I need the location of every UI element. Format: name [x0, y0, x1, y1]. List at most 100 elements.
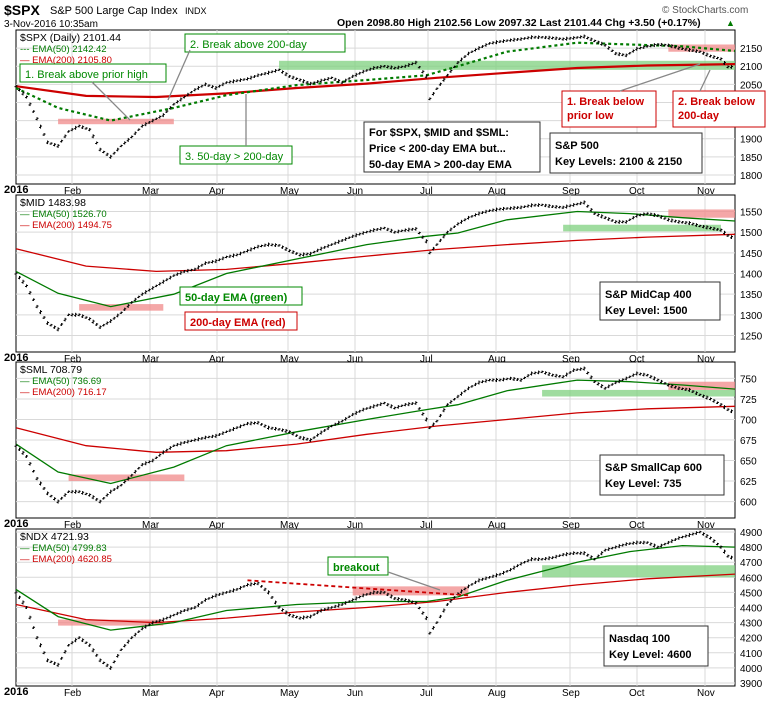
x-month-label: Jul: [420, 186, 433, 197]
ema50-line: [15, 379, 736, 485]
x-month-label: Mar: [142, 354, 160, 365]
ema200-line: [15, 63, 736, 99]
x-month-label: Feb: [64, 688, 82, 699]
callout-box: [327, 556, 389, 576]
y-tick-label: 725: [740, 395, 757, 406]
x-month-label: Jun: [347, 354, 363, 365]
x-month-label: Feb: [64, 354, 82, 365]
x-month-label: May: [280, 520, 299, 531]
x-month-label: Aug: [488, 354, 506, 365]
y-tick-label: 1550: [740, 208, 763, 219]
key-level-text-line-2: Key Levels: 2100 & 2150: [555, 156, 682, 168]
callout-break-prior-low-line-1: 1. Break below: [567, 96, 644, 108]
key-level-text-line-2: Key Level: 1500: [605, 305, 688, 317]
ema200-line: [15, 405, 736, 453]
callout-arrow: [699, 69, 711, 92]
key-level-box: [599, 454, 725, 496]
ema50-line: [15, 41, 736, 122]
y-tick-label: 700: [740, 415, 757, 426]
x-month-label: May: [280, 354, 299, 365]
resistance-zone: [668, 44, 735, 52]
y-tick-label: 1800: [740, 171, 763, 182]
support-zone: [279, 60, 735, 70]
callout-arrow: [167, 49, 191, 101]
x-month-label: Sep: [562, 688, 580, 699]
chart-header: $SPX S&P 500 Large Cap Index INDX 3-Nov-…: [4, 2, 748, 30]
resistance-zone: [68, 474, 185, 482]
x-month-label: Jul: [420, 354, 433, 365]
x-month-label: Feb: [64, 186, 82, 197]
chart-panels: 18001850190019502000205021002150$SPX (Da…: [4, 29, 766, 699]
y-tick-label: 600: [740, 498, 757, 509]
callout-break-200: 2. Break above 200-day: [190, 39, 307, 51]
x-month-label: Oct: [629, 520, 645, 531]
y-tick-label: 4100: [740, 649, 763, 660]
y-tick-label: 650: [740, 457, 757, 468]
x-month-label: Oct: [629, 688, 645, 699]
resistance-zone: [79, 304, 164, 311]
x-month-label: Apr: [209, 688, 225, 699]
header-quote: Open 2098.80 High 2102.56 Low 2097.32 La…: [337, 17, 701, 29]
y-tick-label: 4000: [740, 664, 763, 675]
callout-break-prior-low-line-2: prior low: [567, 110, 614, 122]
x-month-label: Feb: [64, 520, 82, 531]
callout-break-below-200-line-2: 200-day: [678, 110, 720, 122]
y-tick-label: 1850: [740, 153, 763, 164]
callout-box: [184, 311, 298, 331]
callout-box: [179, 286, 303, 306]
x-month-label: Apr: [209, 520, 225, 531]
x-month-label: Apr: [209, 354, 225, 365]
callout-arrow: [619, 63, 701, 92]
y-tick-label: 4300: [740, 619, 763, 630]
x-month-label: Jun: [347, 186, 363, 197]
y-tick-label: 625: [740, 477, 757, 488]
key-level-text-line-1: S&P SmallCap 600: [605, 462, 702, 474]
x-month-label: Oct: [629, 186, 645, 197]
x-year-label: 2016: [4, 352, 28, 364]
y-tick-label: 3900: [740, 679, 763, 690]
key-level-box: [549, 132, 703, 174]
y-tick-label: 4900: [740, 528, 763, 539]
x-month-label: Mar: [142, 688, 160, 699]
callout-box: [19, 63, 167, 83]
legend-ema200: — EMA(200) 716.17: [20, 387, 107, 398]
callout-break-below-200-line-1: 2. Break below: [678, 96, 755, 108]
trendline: [247, 579, 469, 597]
callout-arrow: [91, 81, 131, 121]
x-month-label: Nov: [697, 186, 715, 197]
x-month-label: Sep: [562, 520, 580, 531]
callout-arrow: [387, 571, 441, 591]
y-tick-label: 1900: [740, 135, 763, 146]
y-tick-label: 1300: [740, 311, 763, 322]
panel-4: 3900 4000 4100 4200 4300 4400 4500 4600 4700 4800…: [4, 528, 763, 699]
callout-box: [179, 145, 293, 165]
x-month-label: Apr: [209, 186, 225, 197]
y-tick-label: 2050: [740, 80, 763, 91]
y-tick-label: 1350: [740, 290, 763, 301]
x-month-label: May: [280, 186, 299, 197]
panel-title: $MID 1483.98: [20, 197, 86, 209]
header-symbol: $SPX: [4, 2, 40, 18]
panel-1: 18001850190019502000205021002150$SPX (Da…: [4, 29, 766, 197]
y-tick-label: 1500: [740, 228, 763, 239]
header-exchange: INDX: [185, 6, 207, 16]
x-month-label: Aug: [488, 520, 506, 531]
key-level-box: [603, 625, 709, 667]
note-text-line-3: 50-day EMA > 200-day EMA: [369, 159, 512, 171]
y-tick-label: 2150: [740, 44, 763, 55]
panel-title: $SPX (Daily) 2101.44: [20, 32, 121, 44]
legend-ema50: --- EMA(50) 2142.42: [20, 44, 107, 55]
note-text-line-2: Price < 200-day EMA but...: [369, 143, 506, 155]
panel-title: $SML 708.79: [20, 364, 82, 376]
legend-ema50: — EMA(50) 4799.83: [20, 543, 107, 554]
header-arrow-icon: ▲: [726, 18, 735, 28]
note-text-line-1: For $SPX, $MID and $SML:: [369, 127, 509, 139]
y-tick-label: 1400: [740, 270, 763, 281]
y-tick-label: 2100: [740, 62, 763, 73]
y-tick-label: 4400: [740, 604, 763, 615]
label-ema50: 50-day EMA (green): [185, 292, 288, 304]
x-year-label: 2016: [4, 686, 28, 698]
x-month-label: Jun: [347, 520, 363, 531]
panel-2: 1250 1300 1350 1400 1450 1500 1550 $MID 1483.98…: [4, 194, 763, 365]
